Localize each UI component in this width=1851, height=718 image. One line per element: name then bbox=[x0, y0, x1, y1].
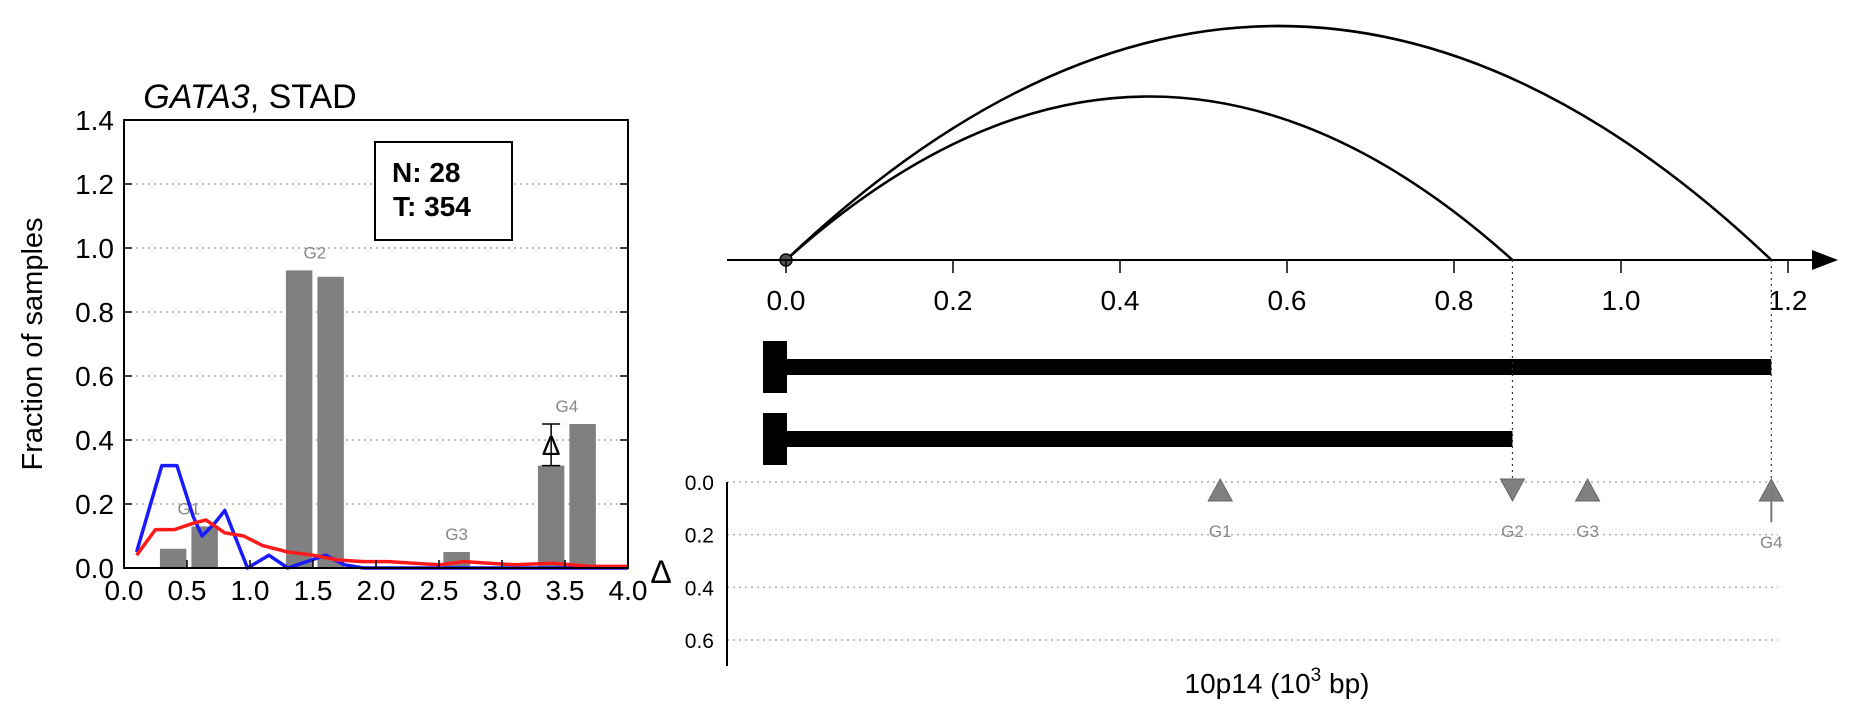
x-tick-label: 0.5 bbox=[168, 575, 207, 606]
bar bbox=[285, 270, 313, 568]
right-diagram: 0.0 0.2 0.4 0.6 0.8 1.0 1.2 0.00.20.40.6 Δ G1 G… bbox=[650, 24, 1838, 699]
group-label: G2 bbox=[304, 243, 327, 262]
x-axis-label-sup: 3 bbox=[1311, 665, 1322, 686]
delta-tick-label: 0.4 bbox=[685, 577, 715, 600]
bar bbox=[537, 465, 565, 568]
counts-box: N: 28 T: 354 bbox=[374, 141, 513, 241]
marker-label: G1 bbox=[1209, 522, 1232, 541]
marker-label: G4 bbox=[1760, 533, 1783, 552]
x-tick-label: 0.0 bbox=[767, 285, 806, 316]
y-tick-label: 1.2 bbox=[75, 169, 114, 200]
junction-arcs bbox=[779, 24, 1773, 267]
x-tick-label: 3.0 bbox=[483, 575, 522, 606]
group-label: G1 bbox=[178, 499, 201, 518]
plot-frame bbox=[123, 119, 629, 569]
axis-ticks: 0.0 0.2 0.4 0.6 0.8 1.0 1.2 1.4 0.0 0.5 1.0 1.5 2.0 2… bbox=[75, 105, 647, 606]
junction-arc bbox=[785, 95, 1514, 261]
delta-symbol: Δ bbox=[542, 430, 561, 461]
tumor-count: T: 354 bbox=[393, 191, 471, 222]
x-tick-label: 0.2 bbox=[934, 285, 973, 316]
y-tick-label: 1.4 bbox=[75, 105, 114, 136]
y-tick-label: 0.8 bbox=[75, 297, 114, 328]
bar bbox=[317, 276, 344, 568]
marker-triangle bbox=[1207, 477, 1234, 502]
x-tick-label: 4.0 bbox=[609, 575, 648, 606]
markers: G1 G2 G3 G4 bbox=[1207, 477, 1785, 552]
x-tick-label: 2.5 bbox=[420, 575, 459, 606]
marker-label: G2 bbox=[1501, 522, 1524, 541]
y-tick-label: 0.2 bbox=[75, 489, 114, 520]
x-tick-label: 2.0 bbox=[357, 575, 396, 606]
guide-lines bbox=[1511, 260, 1772, 485]
x-tick-label: 0.6 bbox=[1268, 285, 1307, 316]
isoform-cap bbox=[763, 413, 787, 465]
marker-label: G3 bbox=[1576, 522, 1599, 541]
x-tick-label: 3.5 bbox=[546, 575, 585, 606]
x-tick-label: 0.4 bbox=[1101, 285, 1140, 316]
junction-arc bbox=[785, 24, 1773, 261]
delta-tick-label: 0.6 bbox=[685, 630, 714, 653]
y-tick-label: 0.4 bbox=[75, 425, 114, 456]
x-tick-label: 1.5 bbox=[294, 575, 333, 606]
genome-axis-ticks: 0.0 0.2 0.4 0.6 0.8 1.0 1.2 bbox=[767, 260, 1808, 316]
x-tick-label: 0.0 bbox=[105, 575, 144, 606]
group-label: G3 bbox=[445, 525, 468, 544]
x-tick-label: 1.0 bbox=[231, 575, 270, 606]
left-chart: GATA3, STAD G1 G2 G3 G4 0.0 0.2 0.4 0.6 0.8 1.0 1… bbox=[17, 78, 647, 606]
axis-arrowhead bbox=[1812, 250, 1838, 270]
counts-box-frame bbox=[374, 141, 513, 241]
y-tick-label: 0.0 bbox=[75, 553, 114, 584]
title-tissue: , STAD bbox=[250, 78, 357, 116]
bar bbox=[159, 548, 187, 568]
isoform-bar bbox=[786, 359, 1772, 375]
x-axis-label-text: 10p14 (10 bbox=[1185, 668, 1311, 699]
x-axis-label-end: bp) bbox=[1321, 668, 1369, 699]
x-tick-label: 1.2 bbox=[1769, 285, 1808, 316]
x-axis-label: 10p14 (103 bp) bbox=[1185, 665, 1370, 699]
y-axis-label: Fraction of samples bbox=[17, 217, 49, 470]
delta-tick-label: 0.0 bbox=[685, 472, 714, 495]
y-tick-label: 1.0 bbox=[75, 233, 114, 264]
group-label: G4 bbox=[556, 397, 579, 416]
x-tick-label: 0.8 bbox=[1435, 285, 1474, 316]
density-line bbox=[135, 518, 628, 569]
isoform-cap bbox=[763, 341, 787, 393]
bars: G1 G2 G3 G4 bbox=[159, 243, 596, 568]
title-gene: GATA3 bbox=[143, 78, 250, 116]
delta-axis-label: Δ bbox=[650, 554, 671, 590]
bar bbox=[569, 424, 596, 568]
isoforms bbox=[763, 341, 1772, 465]
x-tick-label: 1.0 bbox=[1602, 285, 1641, 316]
isoform-bar bbox=[786, 431, 1513, 447]
normal-count: N: 28 bbox=[392, 157, 460, 188]
delta-panel: 0.0 0.2 0.4 0.6 bbox=[685, 472, 1778, 653]
delta-tick-label: 0.2 bbox=[685, 525, 714, 548]
chart-title: GATA3, STAD bbox=[143, 78, 356, 116]
y-tick-label: 0.6 bbox=[75, 361, 114, 392]
marker-triangle bbox=[1499, 478, 1526, 503]
marker-triangle bbox=[1574, 477, 1601, 502]
